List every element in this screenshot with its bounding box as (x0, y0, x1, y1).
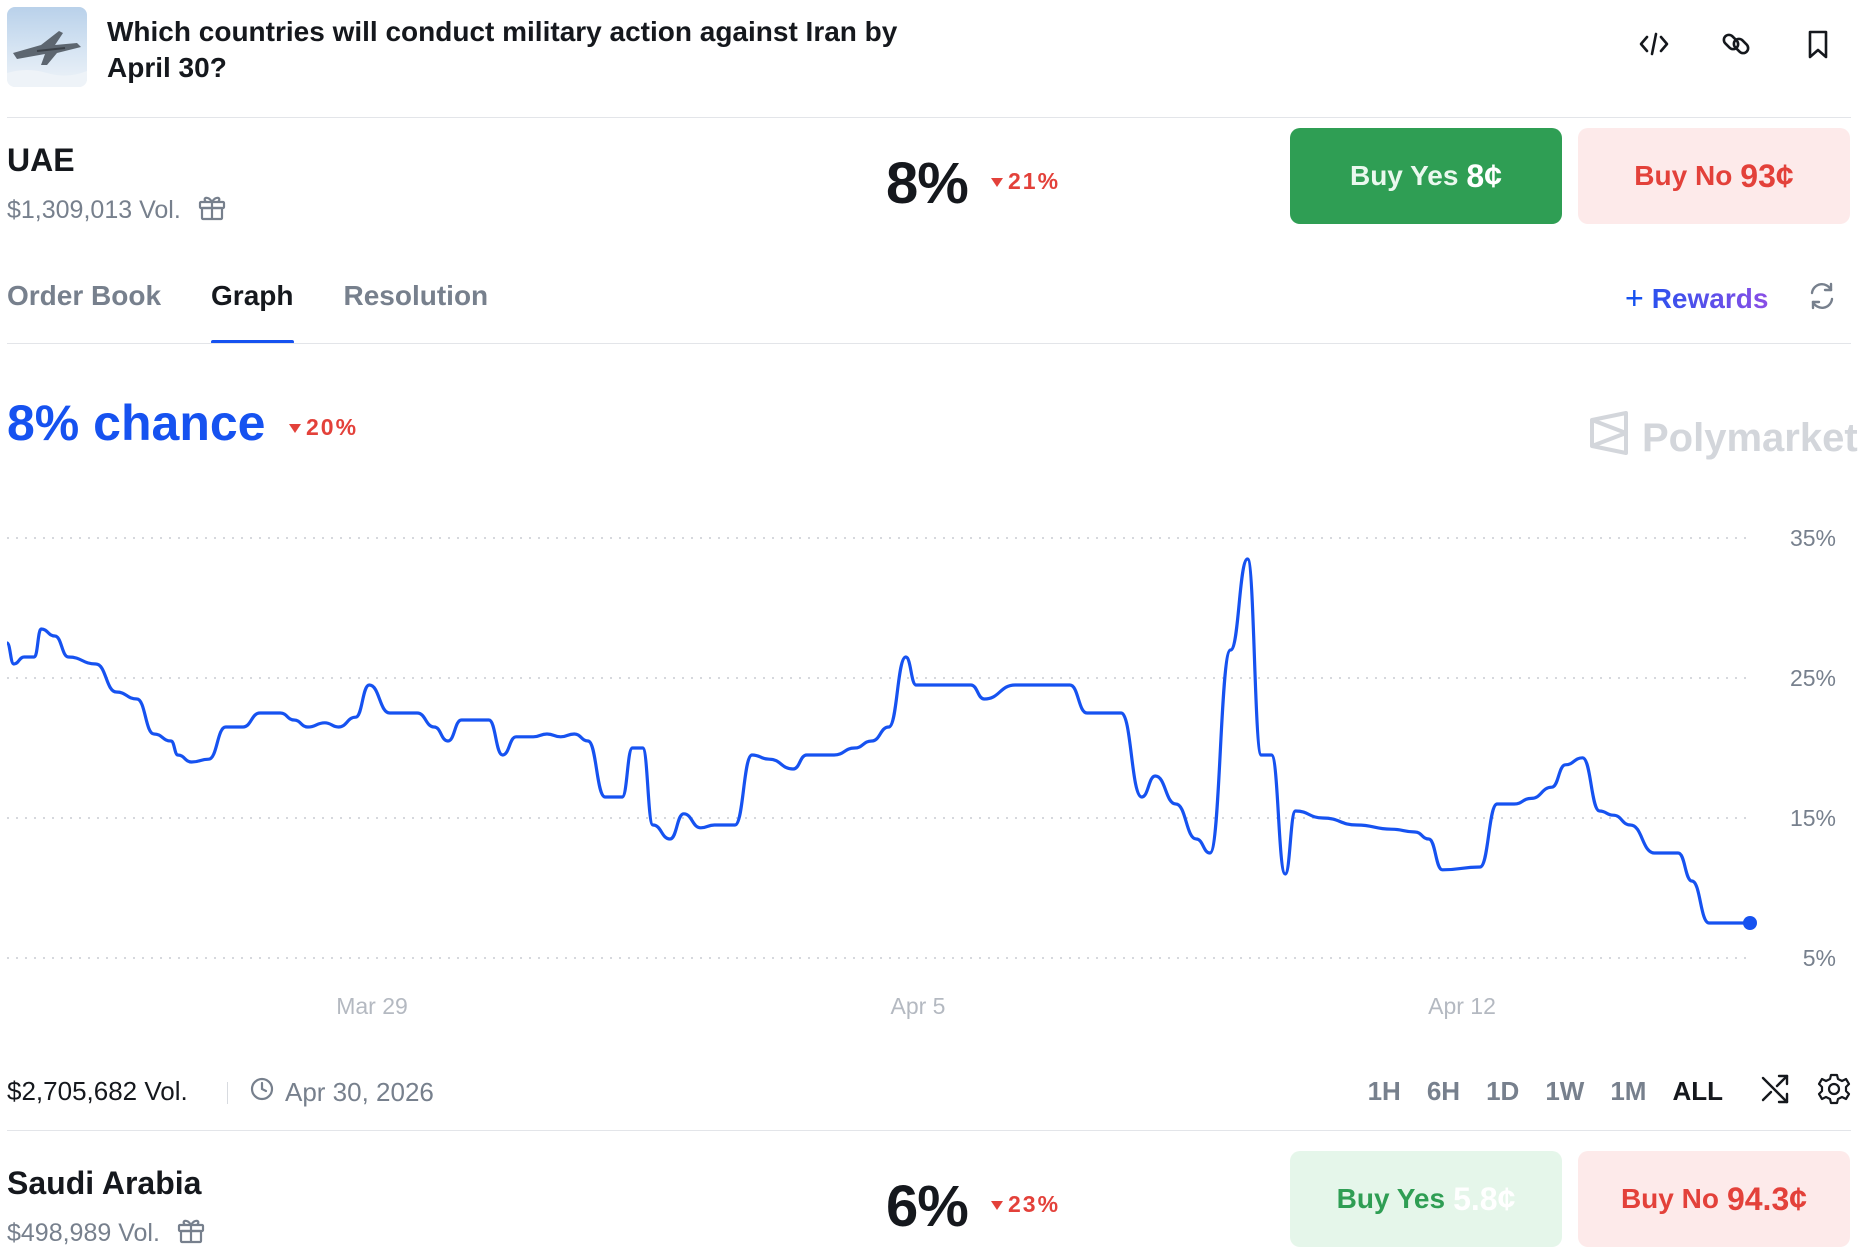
market-thumbnail (7, 7, 87, 87)
outcome-volume-wrap: $1,309,013 Vol. (7, 192, 227, 229)
tab-order-book[interactable]: Order Book (7, 280, 162, 311)
settings-gear-icon[interactable] (1817, 1072, 1851, 1106)
buy-no-label: Buy No (1620, 1183, 1719, 1214)
x-tick-label: Apr 5 (891, 993, 946, 1019)
x-tick-label: Apr 12 (1428, 993, 1496, 1019)
current-price-dot (1743, 916, 1757, 930)
outcome-row-uae: UAE $1,309,013 Vol. 8% 21% Buy Yes 8¢ Bu… (0, 128, 1858, 238)
refresh-icon[interactable] (1806, 280, 1838, 312)
outcome-name: Saudi Arabia (7, 1165, 202, 1201)
rewards-button[interactable]: + Rewards (1625, 280, 1768, 317)
outcome-volume: $1,309,013 Vol. (7, 196, 181, 224)
chance-label: 8% chance (7, 395, 266, 451)
buy-no-price: 94.3¢ (1726, 1180, 1808, 1217)
outcome-percent: 8% (886, 151, 969, 216)
range-selector: 1H 6H 1D 1W 1M ALL (1368, 1076, 1723, 1107)
buy-yes-label: Buy Yes (1349, 160, 1459, 191)
buy-no-button[interactable]: Buy No 93¢ (1578, 128, 1850, 224)
outcome-volume: $498,989 Vol. (7, 1219, 160, 1247)
detail-tabs: Order Book Graph Resolution (7, 270, 488, 344)
y-tick-label: 5% (1803, 945, 1836, 971)
market-header: Which countries will conduct military ac… (0, 0, 1858, 118)
buy-yes-label: Buy Yes (1336, 1183, 1446, 1214)
link-icon[interactable] (1720, 28, 1752, 60)
gift-icon[interactable] (197, 192, 227, 229)
outcome-change-value: 21% (1008, 168, 1061, 194)
y-tick-label: 15% (1790, 805, 1836, 831)
price-line (5, 557, 1750, 925)
y-tick-label: 35% (1790, 525, 1836, 551)
down-triangle-icon (990, 1191, 1004, 1218)
outcome-change: 21% (990, 168, 1060, 195)
bookmark-icon[interactable] (1802, 28, 1834, 60)
x-tick-label: Mar 29 (336, 993, 408, 1019)
end-date-value: Apr 30, 2026 (285, 1077, 434, 1107)
brand-name: Polymarket (1642, 415, 1858, 460)
footer-divider (7, 1130, 1851, 1131)
plus-icon: + (1625, 280, 1644, 316)
clock-icon (249, 1076, 275, 1109)
market-title: Which countries will conduct military ac… (107, 16, 898, 83)
chance-change: 20% (288, 414, 358, 441)
total-volume: $2,705,682 Vol. (7, 1076, 188, 1106)
buy-no-button[interactable]: Buy No 94.3¢ (1578, 1151, 1850, 1247)
down-triangle-icon (990, 168, 1004, 195)
rewards-label: Rewards (1651, 282, 1769, 314)
buy-no-label: Buy No (1634, 160, 1733, 191)
price-chart[interactable]: 35% 25% 15% 5% Mar 29 Apr 5 Apr 12 (0, 500, 1858, 1040)
outcome-percent: 6% (886, 1174, 969, 1239)
range-6h[interactable]: 6H (1426, 1076, 1461, 1106)
outcome-name: UAE (7, 142, 75, 178)
buy-yes-button[interactable]: Buy Yes 8¢ (1290, 128, 1562, 224)
y-tick-label: 25% (1790, 665, 1836, 691)
range-1w[interactable]: 1W (1545, 1076, 1585, 1106)
chance-change-value: 20% (306, 414, 359, 440)
polymarket-watermark: Polymarket (1588, 410, 1858, 466)
footer-separator (227, 1082, 228, 1104)
outcome-row-saudi-arabia: Saudi Arabia $498,989 Vol. 6% 23% Buy Ye… (0, 1151, 1858, 1258)
chart-svg: 35% 25% 15% 5% Mar 29 Apr 5 Apr 12 (5, 525, 1836, 1019)
buy-yes-button[interactable]: Buy Yes 5.8¢ (1290, 1151, 1562, 1247)
shuffle-icon[interactable] (1759, 1072, 1793, 1106)
embed-code-icon[interactable] (1638, 28, 1670, 60)
header-divider (7, 117, 1851, 118)
range-1h[interactable]: 1H (1367, 1076, 1401, 1106)
outcome-change-value: 23% (1008, 1191, 1061, 1217)
tab-graph[interactable]: Graph (211, 270, 294, 344)
polymarket-logo-icon (1588, 410, 1630, 466)
tab-resolution[interactable]: Resolution (343, 280, 489, 311)
outcome-change: 23% (990, 1191, 1060, 1218)
range-1d[interactable]: 1D (1486, 1076, 1520, 1106)
tabs-divider (7, 343, 1851, 344)
range-1m[interactable]: 1M (1610, 1076, 1647, 1106)
buy-yes-price: 8¢ (1466, 157, 1503, 194)
outcome-volume-wrap: $498,989 Vol. (7, 1215, 206, 1252)
end-date: Apr 30, 2026 (249, 1076, 434, 1109)
chart-footer: $2,705,682 Vol. Apr 30, 2026 1H 6H 1D 1W… (7, 1072, 1851, 1112)
gift-icon[interactable] (176, 1215, 206, 1252)
range-all[interactable]: ALL (1672, 1076, 1723, 1106)
buy-no-price: 93¢ (1740, 157, 1794, 194)
down-triangle-icon (288, 414, 302, 441)
buy-yes-price: 5.8¢ (1453, 1180, 1516, 1217)
